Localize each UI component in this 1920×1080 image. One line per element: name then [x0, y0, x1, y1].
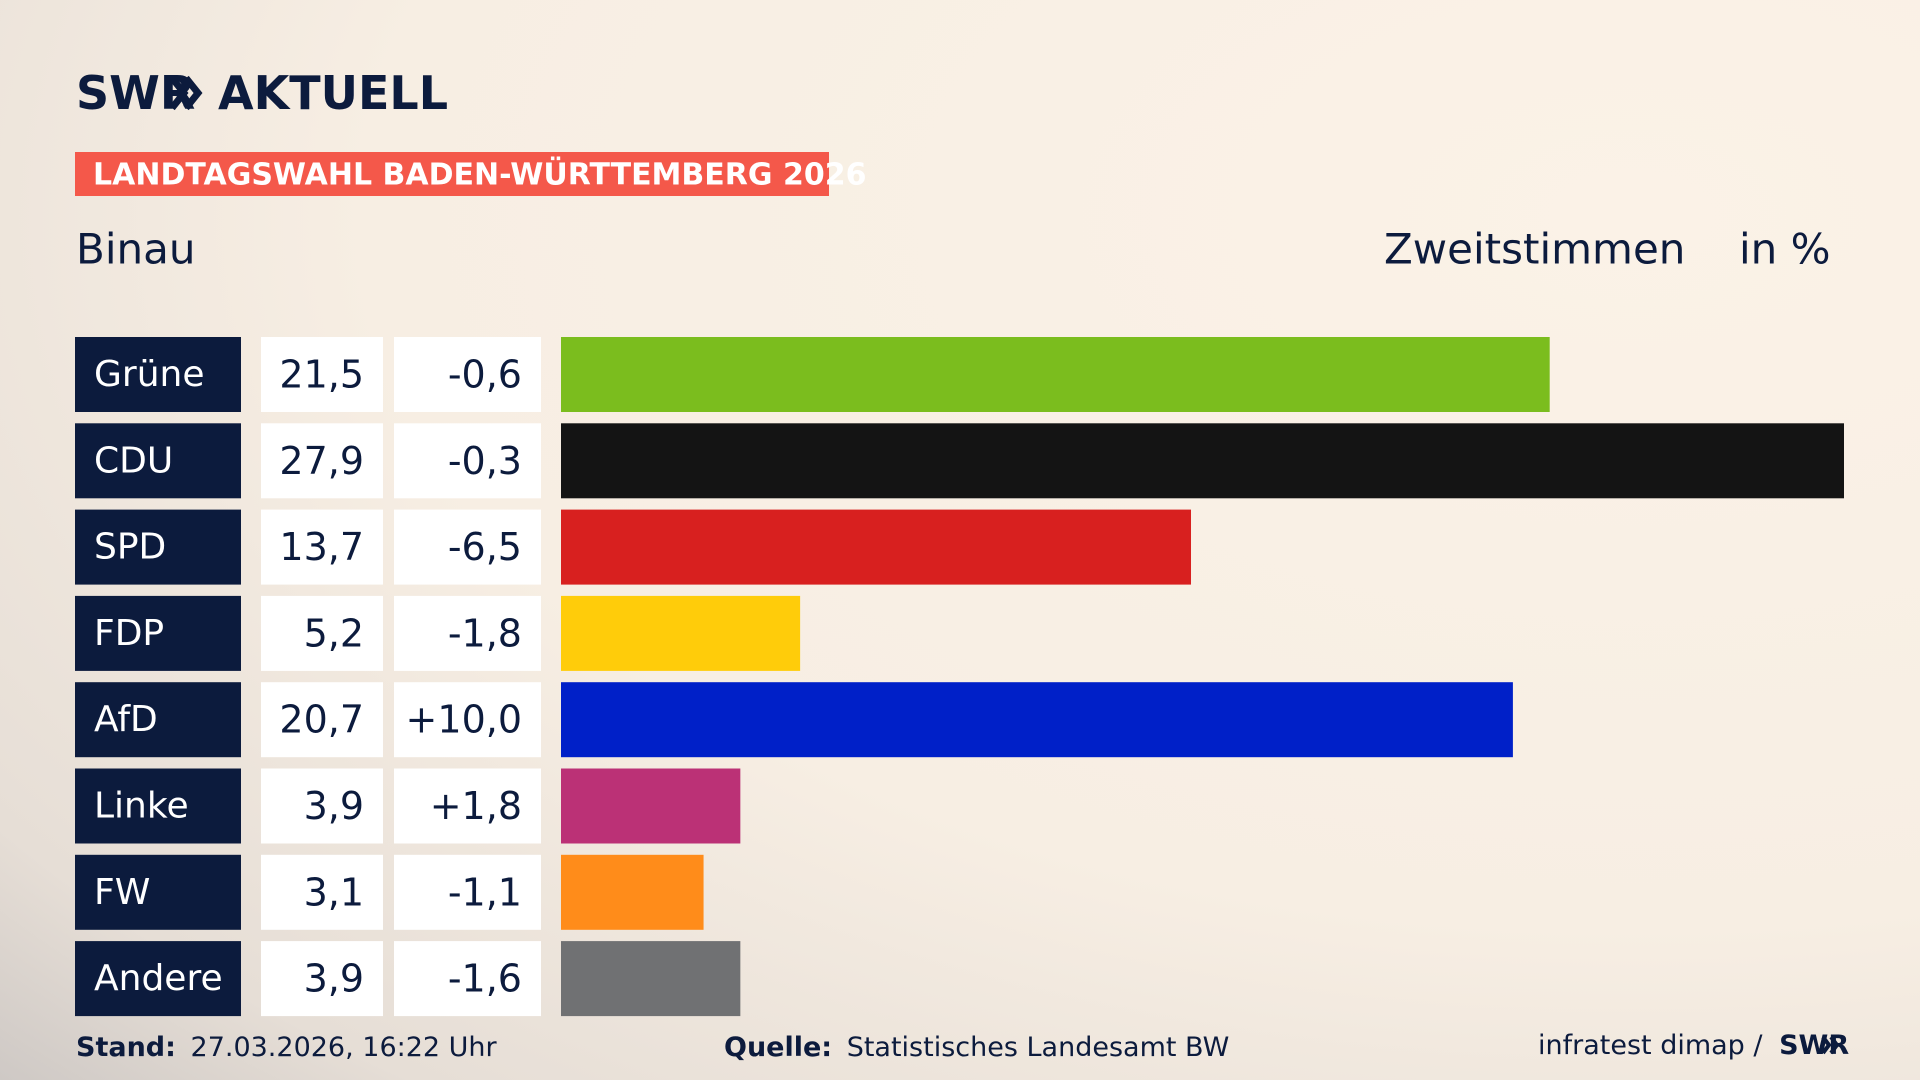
date-label: Stand:: [76, 1032, 176, 1063]
change-box: [394, 682, 541, 758]
bar: [561, 854, 704, 930]
change-box: [394, 854, 541, 930]
bar: [561, 941, 741, 1017]
value-label: 21,5: [279, 353, 364, 397]
value-box: [261, 682, 383, 758]
change-box: [394, 423, 541, 499]
change-label: +10,0: [406, 698, 522, 742]
logo-product: AKTUELL: [218, 66, 448, 120]
value-label: 3,9: [304, 784, 364, 828]
value-label: 13,7: [279, 525, 364, 569]
change-label: +1,8: [430, 784, 522, 828]
credit-chevrons: [1821, 1035, 1840, 1055]
change-label: -6,5: [448, 525, 522, 569]
bar: [561, 768, 741, 844]
party-box: [75, 595, 241, 671]
chart-title: Binau: [76, 225, 195, 274]
bar: [561, 595, 801, 671]
value-box: [261, 595, 383, 671]
value-label: 20,7: [279, 698, 364, 742]
logo-brand: SWR: [76, 66, 195, 120]
party-box: [75, 337, 241, 412]
change-box: [394, 941, 541, 1017]
change-label: -0,6: [448, 353, 522, 397]
party-label: Andere: [94, 958, 223, 999]
party-box: [75, 423, 241, 499]
party-box: [75, 682, 241, 758]
chart-subtitle: Zweitstimmen: [1384, 225, 1685, 274]
rows: Grüne 21,5 -0,6 CDU 27,9 -0,3 SPD 13,7 -6,5 FDP 5,…: [75, 337, 1844, 1017]
logo-chevrons: [169, 75, 203, 111]
bar: [561, 337, 1550, 412]
source-label: Quelle:: [724, 1032, 832, 1063]
party-label: Grüne: [94, 354, 204, 395]
bar: [561, 682, 1513, 758]
credit: infratest dimap /: [1538, 1030, 1763, 1061]
change-box: [394, 595, 541, 671]
bar: [561, 509, 1192, 585]
change-box: [394, 768, 541, 844]
party-label: CDU: [94, 440, 173, 481]
party-box: [75, 941, 241, 1017]
value-box: [261, 337, 383, 412]
change-box: [394, 509, 541, 585]
change-label: -0,3: [448, 439, 522, 483]
party-label: FDP: [94, 613, 164, 654]
value-box: [261, 941, 383, 1017]
bar: [561, 423, 1844, 499]
party-label: SPD: [94, 527, 166, 568]
party-box: [75, 768, 241, 844]
value-box: [261, 423, 383, 499]
footer-source: Quelle: Statistisches Landesamt BW: [724, 1032, 1229, 1063]
party-box: [75, 509, 241, 585]
value-box: [261, 854, 383, 930]
footer-credit: infratest dimap / SWR: [1538, 1030, 1849, 1061]
change-box: [394, 337, 541, 412]
party-label: Linke: [94, 786, 189, 827]
value-box: [261, 509, 383, 585]
party-label: AfD: [94, 699, 158, 740]
value-label: 3,9: [304, 957, 364, 1001]
footer-date: Stand: 27.03.2026, 16:22 Uhr: [76, 1032, 498, 1063]
banner: LANDTAGSWAHL BADEN-WÜRTTEMBERG 2026: [93, 156, 866, 193]
value-box: [261, 768, 383, 844]
party-box: [75, 854, 241, 930]
change-label: -1,6: [448, 957, 522, 1001]
source: Statistisches Landesamt BW: [847, 1032, 1230, 1063]
date: 27.03.2026, 16:22 Uhr: [191, 1032, 498, 1063]
banner-box: [75, 152, 829, 196]
value-label: 27,9: [279, 439, 364, 483]
unit-label: in %: [1739, 225, 1831, 274]
value-label: 5,2: [304, 611, 364, 655]
party-label: FW: [94, 872, 150, 913]
change-label: -1,8: [448, 611, 522, 655]
value-label: 3,1: [304, 870, 364, 914]
change-label: -1,1: [448, 870, 522, 914]
